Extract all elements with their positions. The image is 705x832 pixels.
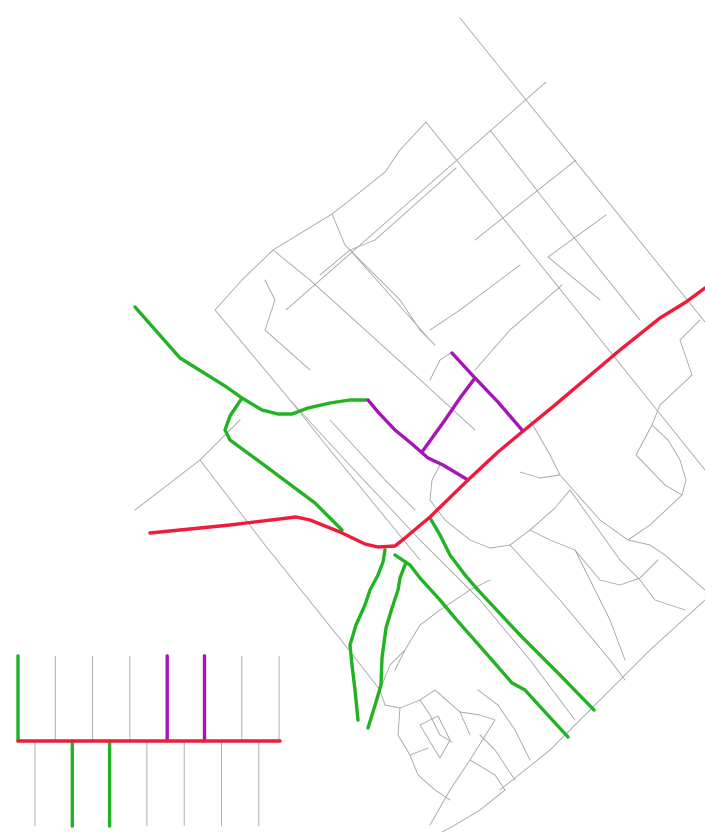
street xyxy=(547,214,607,258)
street xyxy=(199,419,381,691)
street xyxy=(639,559,659,579)
street xyxy=(419,715,451,759)
route-layer xyxy=(133,286,705,739)
street xyxy=(499,599,705,791)
street xyxy=(331,121,427,215)
street xyxy=(429,464,511,549)
legend-top-branches xyxy=(16,654,280,743)
street xyxy=(397,707,451,801)
street xyxy=(319,167,457,276)
street xyxy=(679,319,701,341)
street-network xyxy=(134,17,705,832)
street xyxy=(429,351,453,381)
street xyxy=(409,747,429,756)
street xyxy=(289,399,421,561)
route-purple-mid[interactable] xyxy=(366,398,470,482)
street xyxy=(459,17,705,323)
route-red-main[interactable] xyxy=(148,286,705,549)
route-green-south-1[interactable] xyxy=(348,548,387,722)
street xyxy=(454,579,491,601)
legend-bottom-branches xyxy=(34,739,260,828)
street xyxy=(627,424,687,541)
street xyxy=(497,704,531,761)
street xyxy=(559,474,705,591)
street xyxy=(441,789,506,832)
street xyxy=(264,279,311,371)
street xyxy=(547,256,601,301)
street xyxy=(329,419,416,511)
street xyxy=(474,159,577,241)
route-green-southeast[interactable] xyxy=(393,516,596,739)
street xyxy=(459,711,496,721)
street xyxy=(509,489,571,546)
street xyxy=(477,689,499,706)
street xyxy=(349,249,431,341)
street xyxy=(469,759,506,791)
street xyxy=(285,81,547,311)
route-green-south-2[interactable] xyxy=(366,563,407,730)
street xyxy=(474,284,563,371)
street xyxy=(134,459,201,511)
route-green-west[interactable] xyxy=(133,305,368,532)
street xyxy=(272,249,476,431)
street xyxy=(509,544,626,681)
route-legend xyxy=(16,654,282,828)
street xyxy=(529,529,641,586)
street xyxy=(419,699,453,743)
street xyxy=(479,734,516,781)
street xyxy=(574,549,626,661)
route-purple-north[interactable] xyxy=(420,351,524,454)
street xyxy=(429,719,496,826)
street xyxy=(569,489,686,611)
street xyxy=(429,264,521,331)
street xyxy=(489,129,641,321)
street xyxy=(214,279,576,721)
street xyxy=(425,121,705,471)
